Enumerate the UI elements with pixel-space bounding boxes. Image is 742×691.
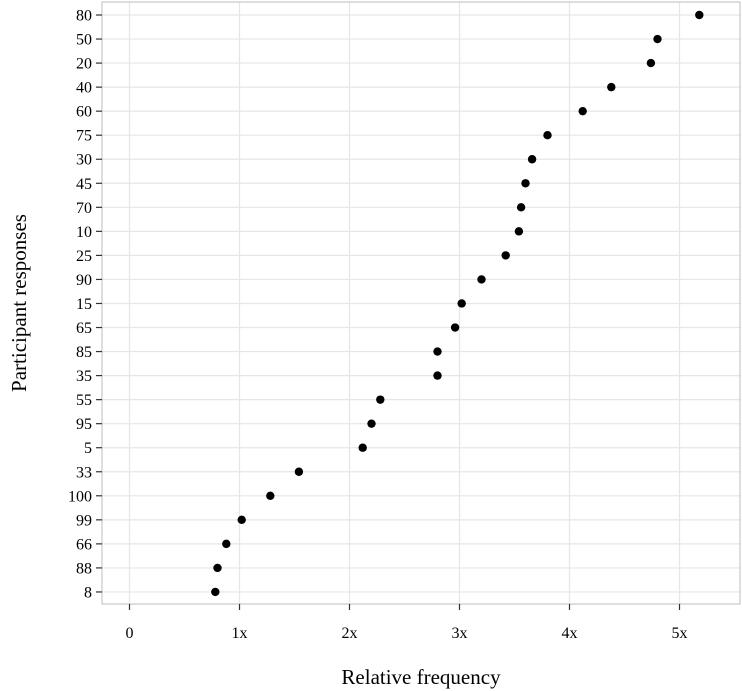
data-point xyxy=(213,563,222,573)
y-tick-label: 66 xyxy=(76,536,92,553)
y-tick-label: 30 xyxy=(76,152,92,169)
x-tick-label: 5x xyxy=(672,625,688,642)
data-point xyxy=(514,227,524,236)
y-tick-label: 25 xyxy=(76,248,92,265)
y-tick-label: 80 xyxy=(76,8,92,25)
data-point xyxy=(266,491,275,500)
data-point xyxy=(516,203,526,212)
data-point xyxy=(222,539,231,549)
y-tick-label: 75 xyxy=(76,128,92,145)
data-point xyxy=(578,106,587,116)
x-axis-title: Relative frequency xyxy=(341,665,501,689)
data-point xyxy=(477,275,486,284)
y-tick-label: 40 xyxy=(76,80,92,97)
x-tick-label: 1x xyxy=(232,625,248,642)
y-tick-label: 100 xyxy=(68,488,92,505)
y-tick-label: 35 xyxy=(76,368,92,385)
data-point xyxy=(450,323,460,332)
y-tick-label: 60 xyxy=(76,104,92,121)
data-point xyxy=(607,82,616,92)
y-tick-label: 5 xyxy=(84,440,92,457)
y-tick-label: 85 xyxy=(76,344,92,361)
y-tick-label: 90 xyxy=(76,272,92,289)
y-tick-label: 99 xyxy=(76,512,92,529)
data-point xyxy=(211,587,220,597)
tick-label-layer: 0 1x 2x 3x 4x 5x 80 50 20 40 60 75 30 45 70 10 25 90 15 65 8… xyxy=(68,8,688,643)
data-point xyxy=(543,131,552,140)
data-point xyxy=(501,251,510,260)
y-tick-label: 88 xyxy=(76,560,92,577)
data-point xyxy=(521,179,530,188)
data-point xyxy=(433,347,442,356)
x-tick-label: 4x xyxy=(562,625,578,642)
y-tick-label: 20 xyxy=(76,56,92,73)
y-tick-label: 55 xyxy=(76,392,92,409)
y-axis-title: Participant responses xyxy=(7,214,31,392)
y-tick-label: 8 xyxy=(84,584,92,601)
data-point xyxy=(527,155,537,164)
data-point xyxy=(695,10,704,20)
y-tick-label: 15 xyxy=(76,296,92,313)
y-tick-label: 95 xyxy=(76,416,92,433)
x-tick-label: 3x xyxy=(452,625,468,642)
data-point xyxy=(653,34,662,44)
data-point xyxy=(358,443,367,452)
data-point xyxy=(646,58,656,68)
data-point xyxy=(367,419,376,428)
tick-layer xyxy=(96,14,681,610)
grid-layer xyxy=(102,2,740,604)
data-point xyxy=(433,371,442,380)
data-point xyxy=(294,467,304,476)
x-tick-label: 0 xyxy=(126,625,134,642)
y-tick-label: 33 xyxy=(76,464,92,481)
y-tick-label: 45 xyxy=(76,176,92,193)
data-point xyxy=(376,395,385,404)
y-tick-label: 50 xyxy=(76,32,92,49)
point-layer xyxy=(211,10,704,597)
y-tick-label: 65 xyxy=(76,320,92,337)
x-tick-label: 2x xyxy=(342,625,358,642)
data-point xyxy=(457,299,466,308)
data-point xyxy=(237,515,246,525)
y-tick-label: 10 xyxy=(76,224,92,241)
y-tick-label: 70 xyxy=(76,200,92,217)
